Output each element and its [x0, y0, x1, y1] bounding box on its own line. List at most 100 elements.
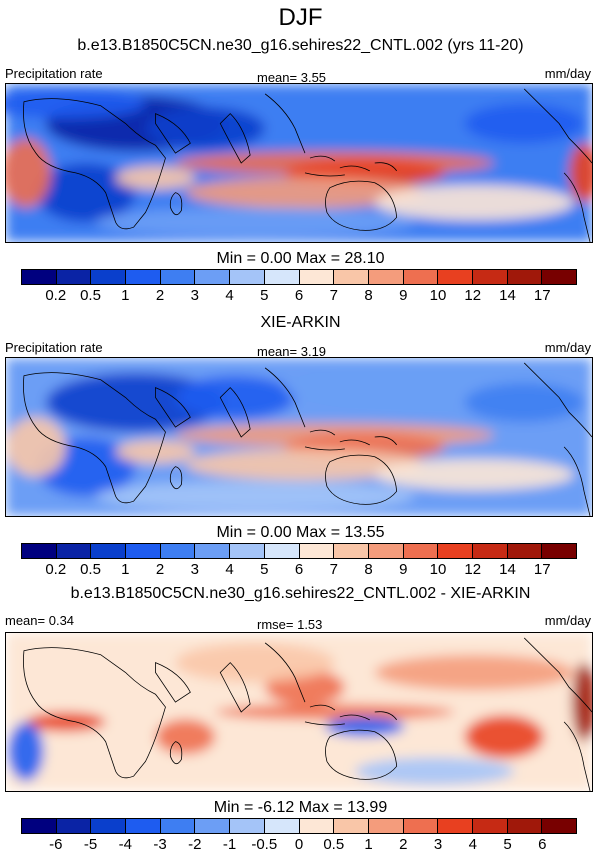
- colorbar-tick-label: -2: [188, 836, 202, 853]
- colorbar-tick-label: -6: [49, 836, 63, 853]
- colorbar-swatch: [230, 270, 265, 284]
- colorbar-swatch: [334, 270, 369, 284]
- colorbar-tick-label: 3: [190, 561, 199, 578]
- colorbar-swatch: [126, 270, 161, 284]
- panel-1-mean-label: mean= 3.55: [257, 70, 327, 85]
- colorbar-swatch: [507, 270, 543, 284]
- colorbar-swatch: [542, 819, 576, 833]
- colorbar-tick-label: 5: [503, 836, 512, 853]
- colorbar-tick-label: 3: [433, 836, 443, 853]
- colorbar-tick-label: 5: [260, 561, 269, 578]
- colorbar-swatch: [195, 270, 231, 284]
- colorbar-tick-label: 17: [533, 561, 551, 578]
- panel-3-colorbar: [21, 818, 577, 834]
- coastline-australia: [325, 180, 398, 231]
- colorbar-tick-label: 2: [399, 836, 408, 853]
- colorbar-tick-label: 3: [190, 287, 199, 304]
- colorbar-tick-label: 2: [155, 561, 165, 578]
- coastline-americas: [523, 637, 592, 791]
- colorbar-tick-label: -0.5: [251, 836, 278, 853]
- colorbar-swatch: [91, 270, 127, 284]
- colorbar-swatch: [472, 819, 508, 833]
- colorbar-tick-label: 5: [260, 287, 269, 304]
- colorbar-swatch: [438, 819, 473, 833]
- panel-1-colorbar-ticks: 0.2 0.5 1 2 3 4 5 6 7 8 9 10 12 14 17: [21, 287, 577, 305]
- colorbar-tick-label: 2: [155, 287, 165, 304]
- coastline-arabia-india: [155, 113, 251, 164]
- panel-1-title: b.e13.B1850C5CN.ne30_g16.sehires22_CNTL.…: [77, 37, 524, 54]
- coastline-americas: [523, 362, 592, 516]
- colorbar-swatch: [542, 270, 576, 284]
- coastline-australia: [325, 729, 398, 780]
- colorbar-tick-label: 8: [364, 561, 373, 578]
- panel-3-mean-label: mean= 0.34: [5, 613, 75, 628]
- colorbar-swatch: [230, 544, 265, 558]
- panel-1-variable-label: Precipitation rate: [5, 66, 103, 81]
- colorbar-tick-label: 10: [429, 287, 447, 304]
- panel-2-units-label: mm/day: [544, 340, 591, 355]
- colorbar-tick-label: 4: [225, 287, 234, 304]
- colorbar-swatch: [438, 544, 473, 558]
- colorbar-tick-label: 6: [538, 836, 547, 853]
- colorbar-tick-label: 6: [294, 561, 304, 578]
- colorbar-tick-label: 0.5: [323, 836, 345, 853]
- colorbar-swatch: [368, 819, 404, 833]
- colorbar-tick-label: 6: [294, 287, 304, 304]
- colorbar-swatch: [403, 819, 439, 833]
- colorbar-swatch: [22, 819, 57, 833]
- colorbar-swatch: [264, 270, 300, 284]
- colorbar-swatch: [299, 544, 335, 558]
- colorbar-swatch: [299, 270, 335, 284]
- colorbar-tick-label: 1: [121, 287, 130, 304]
- panel-2-minmax: Min = 0.00 Max = 13.55: [216, 524, 385, 541]
- panel-3-map: [5, 632, 593, 792]
- colorbar-swatch: [368, 270, 404, 284]
- colorbar-swatch: [299, 819, 335, 833]
- colorbar-tick-label: 0.2: [45, 561, 67, 578]
- coastline-maritime-continent: [264, 642, 397, 726]
- colorbar-swatch: [264, 544, 300, 558]
- colorbar-swatch: [507, 819, 543, 833]
- colorbar-tick-label: 14: [499, 287, 516, 304]
- colorbar-swatch: [56, 544, 92, 558]
- colorbar-tick-label: 4: [225, 561, 234, 578]
- coastline-americas: [523, 88, 592, 242]
- panel-2-colorbar: [21, 543, 577, 559]
- colorbar-swatch: [230, 819, 265, 833]
- panel-2-variable-label: Precipitation rate: [5, 340, 103, 355]
- colorbar-tick-label: 9: [399, 561, 408, 578]
- coastline-maritime-continent: [264, 367, 397, 451]
- colorbar-tick-label: 1: [121, 561, 130, 578]
- colorbar-tick-label: -3: [153, 836, 167, 853]
- coastline-madagascar: [169, 466, 183, 490]
- panel-3-rmse-label: rmse= 1.53: [257, 617, 323, 632]
- colorbar-swatch: [195, 819, 231, 833]
- colorbar-swatch: [472, 544, 508, 558]
- colorbar-swatch: [264, 819, 300, 833]
- coastline-arabia-india: [155, 662, 251, 713]
- colorbar-swatch: [91, 819, 127, 833]
- colorbar-tick-label: 12: [464, 287, 482, 304]
- panel-1-units-label: mm/day: [544, 66, 591, 81]
- panel-1-minmax: Min = 0.00 Max = 28.10: [216, 250, 385, 267]
- coastline-africa: [23, 98, 166, 230]
- panel-1-colorbar: [21, 269, 577, 285]
- colorbar-swatch: [22, 544, 57, 558]
- colorbar-tick-label: 10: [429, 561, 447, 578]
- colorbar-swatch: [334, 819, 369, 833]
- panel-2-map: [5, 357, 593, 517]
- colorbar-tick-label: 0.5: [80, 561, 101, 578]
- panel-3-title: b.e13.B1850C5CN.ne30_g16.sehires22_CNTL.…: [70, 585, 531, 602]
- colorbar-swatch: [195, 544, 231, 558]
- panel-3-colorbar-ticks: -6 -5 -4 -3 -2 -1 -0.5 0 0.5 1 2 3 4 5 6: [21, 836, 577, 854]
- colorbar-swatch: [403, 544, 439, 558]
- colorbar-swatch: [472, 270, 508, 284]
- panel-2-colorbar-ticks: 0.2 0.5 1 2 3 4 5 6 7 8 9 10 12 14 17: [21, 561, 577, 579]
- colorbar-tick-label: -4: [118, 836, 132, 853]
- coastline-madagascar: [169, 192, 183, 216]
- colorbar-swatch: [126, 544, 161, 558]
- coastline-australia: [325, 454, 398, 505]
- season-title: DJF: [278, 4, 323, 31]
- panel-2-mean-label: mean= 3.19: [257, 344, 327, 359]
- colorbar-tick-label: 8: [364, 287, 373, 304]
